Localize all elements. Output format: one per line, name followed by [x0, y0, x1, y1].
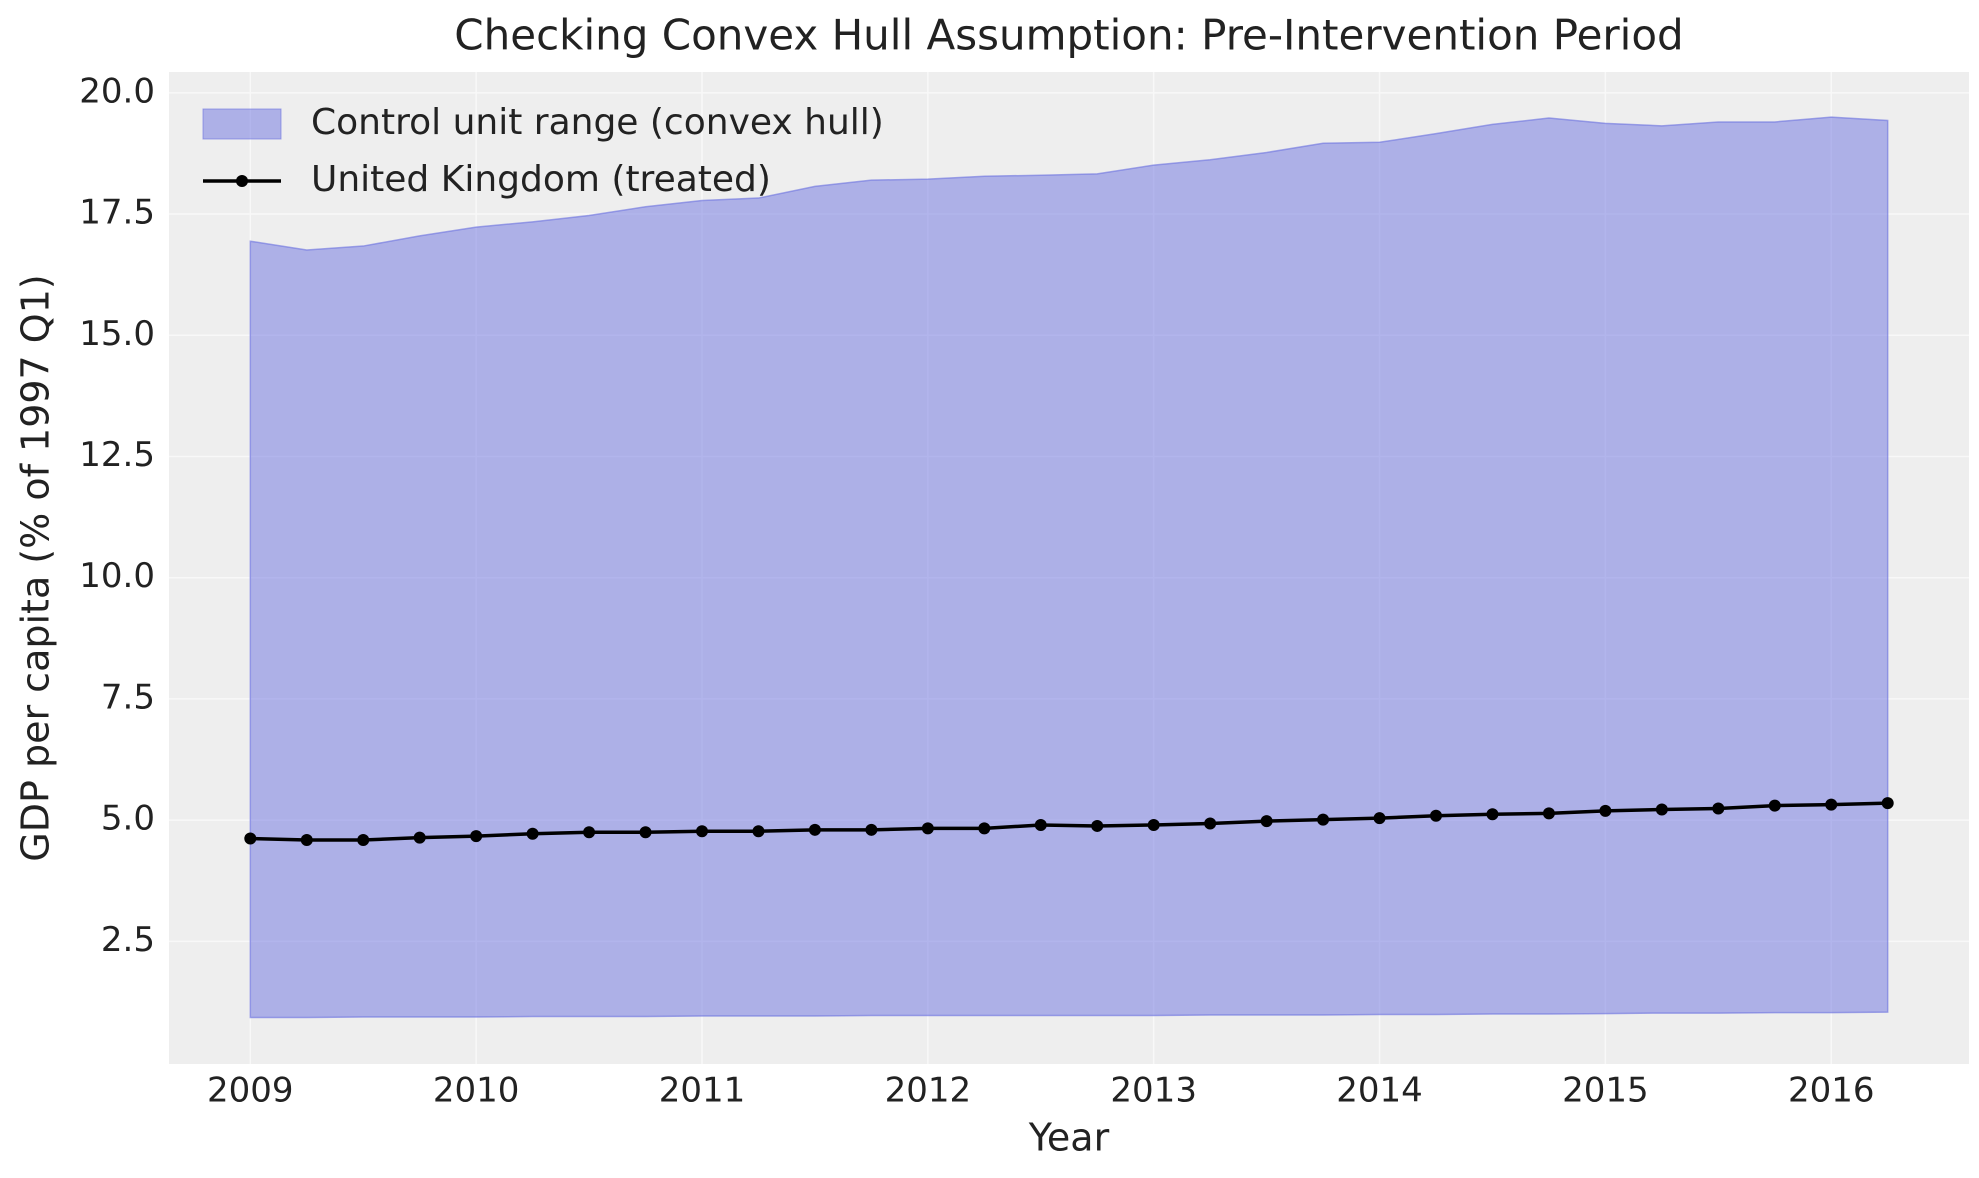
data-point	[1373, 812, 1386, 825]
data-point	[1034, 818, 1047, 831]
data-point	[526, 827, 539, 840]
data-point	[865, 823, 878, 836]
data-point	[300, 834, 313, 846]
legend-label: United Kingdom (treated)	[311, 159, 771, 200]
data-point	[357, 834, 370, 846]
y-tick-label: 5.0	[101, 799, 155, 839]
x-tick-label: 2010	[433, 1071, 520, 1111]
y-tick-label: 20.0	[79, 71, 155, 111]
legend-swatch	[202, 108, 282, 140]
data-point	[978, 822, 991, 835]
data-point	[1542, 807, 1555, 820]
data-point	[1599, 804, 1612, 817]
x-tick-label: 2011	[659, 1071, 746, 1111]
x-tick-label: 2009	[207, 1071, 294, 1111]
data-point	[1825, 798, 1838, 811]
data-point	[1768, 799, 1781, 812]
data-point	[808, 823, 821, 836]
x-tick-label: 2012	[885, 1071, 972, 1111]
legend-swatch	[236, 175, 248, 187]
x-tick-label: 2015	[1562, 1071, 1649, 1111]
y-axis-label: GDP per capita (% of 1997 Q1)	[14, 274, 58, 861]
hull-area	[249, 116, 1889, 1019]
data-point	[1204, 817, 1217, 830]
x-axis-label: Year	[1028, 1116, 1110, 1160]
data-point	[1655, 803, 1668, 816]
data-point	[583, 826, 596, 839]
x-tick-label: 2014	[1336, 1071, 1423, 1111]
x-tick-label: 2013	[1110, 1071, 1197, 1111]
y-tick-label: 10.0	[79, 556, 155, 596]
data-point	[244, 832, 257, 845]
data-point	[1881, 797, 1894, 810]
legend-label: Control unit range (convex hull)	[311, 102, 884, 143]
y-tick-label: 15.0	[79, 314, 155, 354]
data-point	[1317, 813, 1330, 826]
y-tick-label: 12.5	[79, 435, 155, 475]
data-point	[1712, 802, 1725, 815]
y-tick-label: 7.5	[101, 677, 155, 717]
data-point	[1147, 818, 1160, 831]
data-point	[413, 831, 426, 844]
x-tick-label: 2016	[1788, 1071, 1875, 1111]
chart-title: Checking Convex Hull Assumption: Pre-Int…	[454, 11, 1683, 60]
data-point	[639, 826, 652, 839]
series-line	[250, 801, 1888, 842]
data-point	[921, 822, 934, 835]
data-point	[1430, 809, 1443, 822]
data-point	[1486, 808, 1499, 821]
y-tick-label: 2.5	[101, 920, 155, 960]
data-point	[470, 830, 483, 843]
data-point	[1091, 819, 1104, 832]
data-point	[695, 825, 708, 838]
y-tick-label: 17.5	[79, 193, 155, 233]
data-point	[1260, 815, 1273, 828]
data-point	[752, 825, 765, 838]
